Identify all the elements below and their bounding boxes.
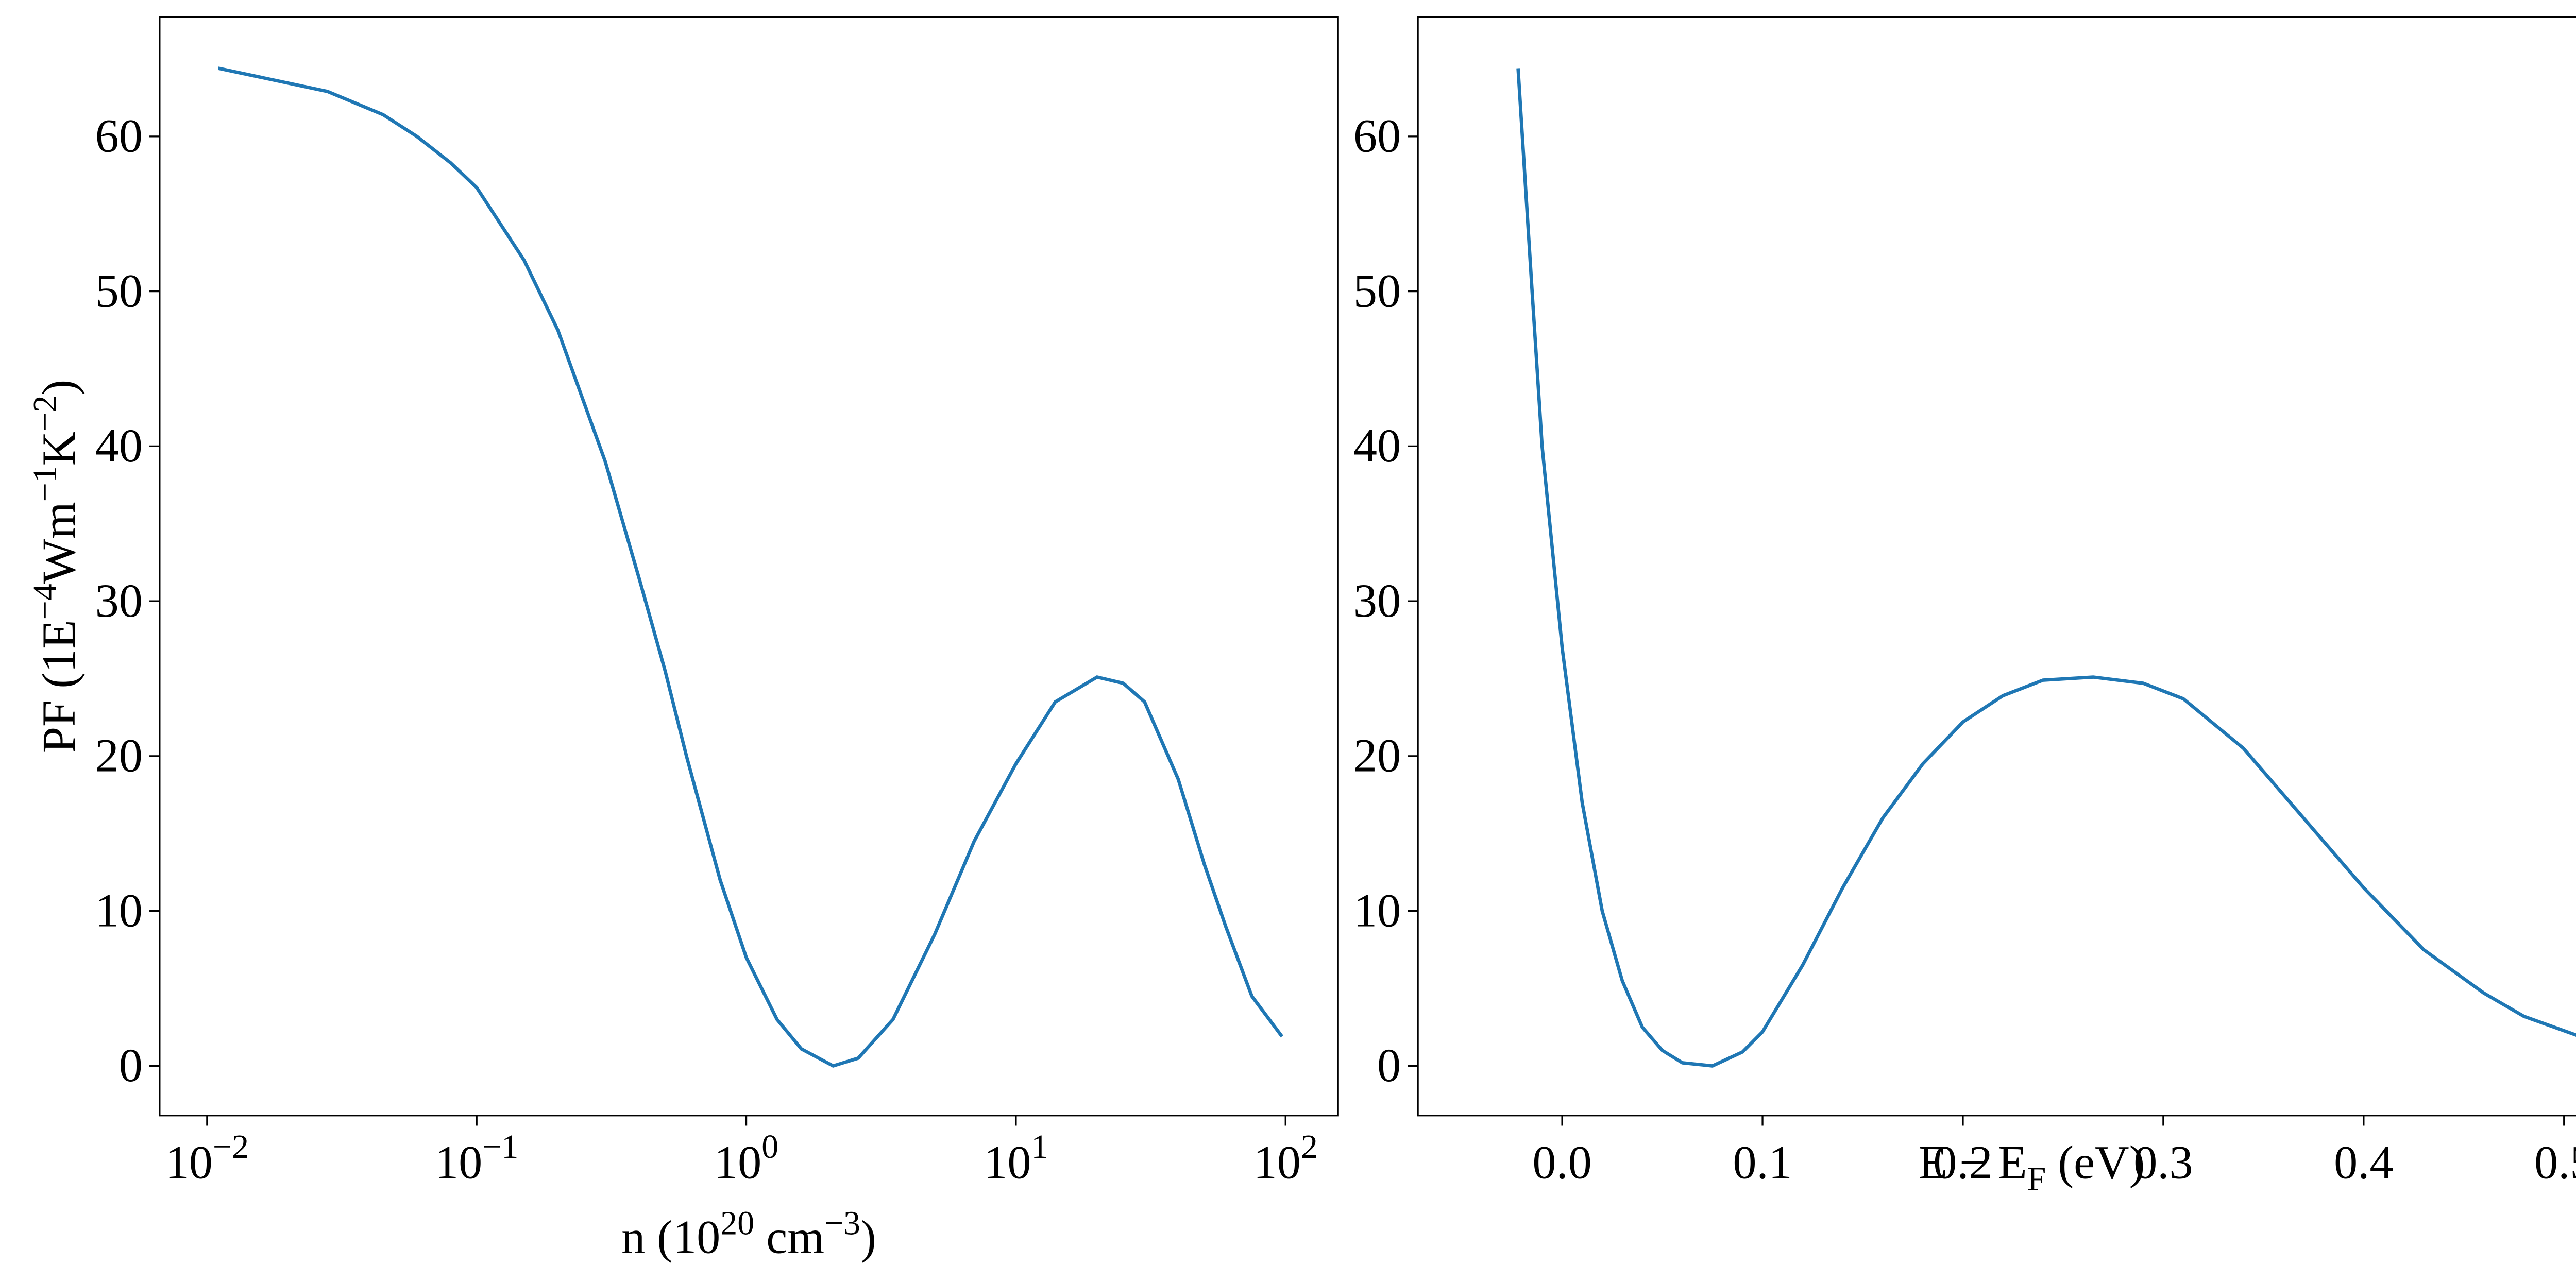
y-tick-label: 50 [95, 264, 143, 317]
x-tick-label: 101 [984, 1128, 1048, 1189]
tick-base: 10 [1253, 1136, 1301, 1189]
y-tick-label: 50 [1353, 264, 1401, 317]
label-part: −2 [26, 395, 64, 431]
tick-base: 10 [984, 1136, 1031, 1189]
label-part: −3 [824, 1204, 860, 1242]
label-part: 20 [720, 1204, 754, 1242]
y-tick-label: 20 [1353, 729, 1401, 782]
plot-frame [1417, 16, 2576, 1117]
y-tick-label: 0 [1377, 1039, 1401, 1091]
x-tick-label: 102 [1253, 1128, 1318, 1189]
tick-exponent: −1 [482, 1128, 518, 1166]
label-part: ) [32, 380, 85, 396]
tick-base: 10 [435, 1136, 482, 1189]
label-part: −4 [26, 584, 64, 620]
label-part: n (10 [621, 1211, 720, 1263]
data-line [1516, 68, 2576, 1068]
x-tick-label: 100 [714, 1128, 778, 1189]
tick-base: 10 [165, 1136, 213, 1189]
x-tick-label: 0.2 [1933, 1136, 1992, 1189]
tick-exponent: −2 [213, 1128, 249, 1166]
y-axis-label: PF (1E−4Wm−1K−2) [26, 380, 85, 754]
x-axis-label: E − EF (eV) [1919, 1136, 2145, 1198]
tick-exponent: 2 [1301, 1128, 1318, 1166]
label-part: cm [754, 1211, 824, 1263]
y-tick-label: 60 [95, 110, 143, 162]
label-part: −1 [26, 466, 64, 502]
data-line [217, 66, 1283, 1068]
label-part: K [32, 432, 85, 466]
x-tick-label: 10−2 [165, 1128, 249, 1189]
x-tick-label: 0.1 [1733, 1136, 1792, 1189]
label-part: Wm [32, 502, 85, 584]
tick-exponent: 1 [1031, 1128, 1048, 1166]
label-part: F [2027, 1160, 2046, 1198]
plot-frame [159, 16, 1339, 1117]
label-part: PF (1E [32, 620, 85, 753]
x-tick-label: 0.5 [2534, 1136, 2576, 1189]
label-part: E − E [1919, 1136, 2027, 1189]
y-tick-label: 40 [1353, 419, 1401, 472]
tick-base: 10 [714, 1136, 761, 1189]
y-tick-label: 60 [1353, 110, 1401, 162]
x-tick-label: 0.4 [2334, 1136, 2393, 1189]
y-tick-label: 10 [95, 884, 143, 936]
x-tick-label: 0.0 [1532, 1136, 1591, 1189]
label-part: (eV) [2046, 1136, 2145, 1189]
tick-exponent: 0 [761, 1128, 778, 1166]
x-axis-label: n (1020 cm−3) [621, 1204, 876, 1263]
y-tick-label: 40 [95, 419, 143, 472]
y-tick-label: 30 [95, 574, 143, 627]
label-part: ) [860, 1211, 876, 1263]
x-tick-label: 10−1 [435, 1128, 518, 1189]
y-tick-label: 30 [1353, 574, 1401, 627]
y-tick-label: 10 [1353, 884, 1401, 936]
y-tick-label: 0 [119, 1039, 143, 1091]
y-tick-label: 20 [95, 729, 143, 782]
x-tick-label: 0.3 [2133, 1136, 2193, 1189]
